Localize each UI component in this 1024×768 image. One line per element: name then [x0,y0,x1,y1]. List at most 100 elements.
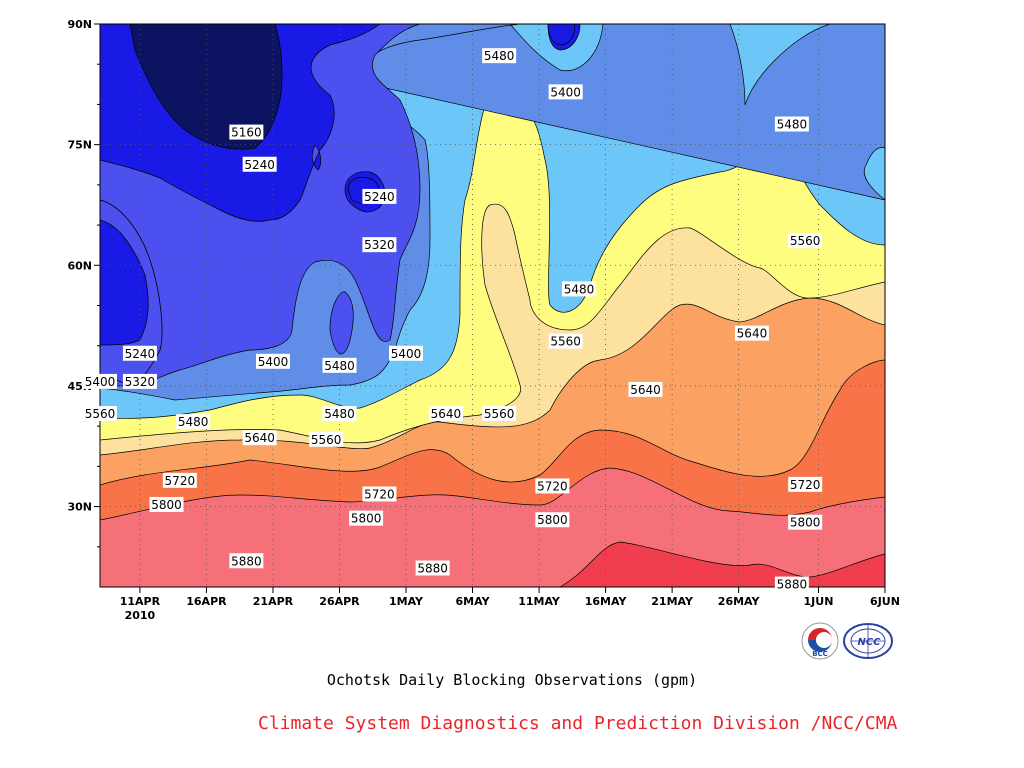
contour-label: 5560 [548,333,583,349]
contour-label-bg [788,233,823,249]
contour-labels: 5160 5240 5240 5320 5480 5400 5480 5560 5480 5640… [83,48,823,592]
contour-label-text: 5640 [630,383,661,397]
contour-label-bg [548,333,583,349]
contour-label: 5880 [229,553,264,569]
contour-label-bg [309,431,344,447]
x-tick-label: 6JUN [870,595,900,608]
contour-label-bg [122,373,157,389]
contour-label: 5880 [415,560,450,576]
contour-label-text: 5640 [431,407,462,421]
contour-label: 5240 [242,156,277,172]
contour-label-text: 5800 [790,516,821,530]
contour-label: 5160 [229,124,264,140]
y-tick-label: 30N [67,501,92,514]
contour-label-text: 5240 [244,158,275,172]
contour-label-text: 5800 [351,512,382,526]
x-tick-label: 26APR [319,595,360,608]
contour-label: 5400 [255,353,290,369]
contour-label-text: 5560 [311,433,342,447]
x-tick-label: 1MAY [389,595,424,608]
contour-label-text: 5400 [258,355,289,369]
contour-label-text: 5640 [737,327,768,341]
contour-label: 5480 [482,48,517,64]
contour-label-text: 5480 [484,49,515,63]
contour-label-text: 5160 [231,126,262,140]
contour-label-bg [774,116,809,132]
contour-label-bg [415,560,450,576]
svg-text:BCC: BCC [812,650,828,658]
contour-label-bg [734,325,769,341]
contour-label: 5400 [83,373,117,389]
contour-label-text: 5560 [550,335,581,349]
y-tick-label: 75N [67,139,92,152]
contour-label-text: 5560 [85,407,116,421]
contour-label-text: 5720 [165,474,196,488]
contour-label-text: 5560 [790,234,821,248]
contour-label: 5800 [788,514,823,530]
contour-label: 5720 [535,478,570,494]
contour-label-bg [788,476,823,492]
contour-label: 5800 [535,512,570,528]
contour-label-bg [149,496,184,512]
y-tick-label: 60N [67,259,92,272]
contour-label-bg [122,345,157,361]
contour-label: 5240 [362,188,397,204]
contour-label-text: 5640 [244,431,275,445]
contour-label: 5320 [362,237,397,253]
contour-label-text: 5720 [537,479,568,493]
contour-label-bg [428,406,463,422]
contour-label-bg [229,553,264,569]
contour-label: 5720 [162,472,197,488]
contour-label: 5320 [122,373,157,389]
contour-label-bg [788,514,823,530]
contour-label-text: 5800 [151,498,182,512]
contour-label: 5400 [389,345,424,361]
contour-label-text: 5880 [231,554,262,568]
contour-label-bg [362,188,397,204]
contour-label: 5640 [628,381,663,397]
contour-label-text: 5480 [324,407,355,421]
contour-label-bg [482,48,517,64]
contour-label-text: 5480 [324,359,355,373]
contour-label: 5240 [122,345,157,361]
contour-label-text: 5480 [178,415,209,429]
contour-label: 5640 [428,406,463,422]
contour-label: 5560 [309,431,344,447]
contour-label-text: 5320 [125,375,156,389]
contour-label-bg [535,478,570,494]
contour-label: 5720 [788,476,823,492]
contour-label-bg [322,406,357,422]
contour-label: 5480 [322,406,357,422]
x-year-label: 2010 [125,609,156,622]
contour-label: 5640 [242,430,277,446]
contour-label-text: 5400 [391,347,422,361]
contour-label-bg [229,124,264,140]
contour-label-bg [389,345,424,361]
logos: BCC NCC [801,622,893,660]
contour-label-text: 5480 [777,118,808,132]
contour-label: 5720 [362,486,397,502]
contour-label-text: 5400 [550,85,581,99]
contour-label-text: 5560 [484,407,515,421]
x-tick-label: 26MAY [718,595,761,608]
contour-label: 5480 [322,357,357,373]
contour-label: 5640 [734,325,769,341]
contour-label-text: 5320 [364,238,395,252]
x-tick-label: 21APR [253,595,294,608]
x-tick-label: 1JUN [804,595,834,608]
contour-label: 5480 [176,414,211,430]
contour-label-text: 5400 [85,375,116,389]
contour-label: 5800 [149,496,184,512]
x-tick-label: 21MAY [651,595,694,608]
contour-label-bg [362,237,397,253]
y-tick-label: 90N [67,18,92,31]
contour-label-bg [362,486,397,502]
contour-label-bg [548,84,583,100]
contour-label-bg [83,406,117,422]
contour-band-12 [129,24,283,150]
contour-label: 5480 [561,281,596,297]
contour-label: 5560 [788,233,823,249]
x-tick-label: 16APR [186,595,227,608]
contour-label-text: 5480 [564,282,595,296]
